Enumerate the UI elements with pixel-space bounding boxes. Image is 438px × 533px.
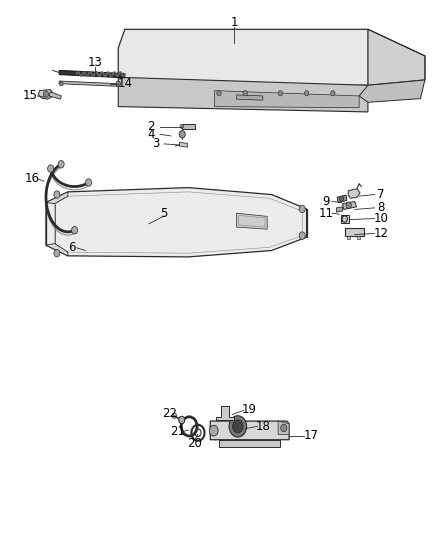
- Text: 5: 5: [161, 207, 168, 220]
- Polygon shape: [336, 207, 343, 212]
- Text: 21: 21: [170, 425, 185, 438]
- Polygon shape: [39, 90, 53, 99]
- Polygon shape: [46, 244, 68, 256]
- Circle shape: [346, 202, 351, 208]
- Circle shape: [116, 81, 120, 86]
- Circle shape: [278, 91, 283, 96]
- Text: 18: 18: [255, 420, 270, 433]
- Circle shape: [180, 124, 184, 128]
- Text: 12: 12: [374, 227, 389, 240]
- Polygon shape: [215, 91, 359, 108]
- Polygon shape: [345, 228, 364, 236]
- Text: 9: 9: [322, 195, 330, 208]
- Polygon shape: [341, 215, 349, 223]
- Polygon shape: [337, 195, 347, 203]
- Polygon shape: [347, 236, 350, 239]
- Polygon shape: [46, 188, 307, 257]
- Text: 11: 11: [319, 207, 334, 220]
- Circle shape: [299, 205, 305, 213]
- Polygon shape: [278, 421, 289, 434]
- Circle shape: [179, 416, 185, 424]
- Polygon shape: [359, 80, 425, 102]
- Text: 6: 6: [68, 241, 76, 254]
- Circle shape: [60, 82, 63, 86]
- Polygon shape: [182, 124, 195, 129]
- Polygon shape: [49, 92, 61, 99]
- Circle shape: [304, 91, 309, 96]
- Polygon shape: [59, 70, 125, 78]
- Circle shape: [331, 91, 335, 96]
- Polygon shape: [46, 192, 68, 204]
- Text: 17: 17: [304, 430, 318, 442]
- Polygon shape: [237, 213, 267, 229]
- Circle shape: [172, 413, 177, 418]
- Circle shape: [243, 91, 247, 96]
- Text: 2: 2: [147, 120, 155, 133]
- Text: 4: 4: [147, 128, 155, 141]
- Circle shape: [48, 165, 54, 172]
- Text: 1: 1: [230, 16, 238, 29]
- Text: 8: 8: [378, 201, 385, 214]
- Polygon shape: [343, 201, 357, 209]
- Polygon shape: [210, 421, 289, 440]
- Polygon shape: [118, 77, 368, 112]
- Text: 19: 19: [241, 403, 256, 416]
- Circle shape: [299, 232, 305, 239]
- Circle shape: [179, 131, 185, 138]
- Polygon shape: [368, 29, 425, 85]
- Text: 3: 3: [152, 138, 159, 150]
- Circle shape: [58, 160, 64, 168]
- Polygon shape: [357, 236, 360, 239]
- Circle shape: [209, 425, 218, 436]
- Text: 20: 20: [187, 437, 202, 450]
- Polygon shape: [216, 406, 234, 420]
- Circle shape: [217, 91, 221, 96]
- Text: 14: 14: [117, 77, 132, 90]
- Circle shape: [54, 249, 60, 257]
- Circle shape: [281, 424, 287, 432]
- Circle shape: [43, 91, 49, 98]
- Text: 22: 22: [162, 407, 177, 419]
- Polygon shape: [219, 440, 280, 447]
- Text: 16: 16: [25, 172, 39, 185]
- Polygon shape: [180, 142, 187, 147]
- Circle shape: [233, 420, 243, 433]
- Polygon shape: [59, 81, 118, 86]
- Circle shape: [85, 179, 92, 186]
- Text: 13: 13: [88, 56, 103, 69]
- Circle shape: [339, 196, 344, 201]
- Polygon shape: [348, 189, 360, 198]
- Circle shape: [229, 416, 247, 437]
- Circle shape: [71, 227, 78, 234]
- Text: 15: 15: [22, 90, 37, 102]
- Polygon shape: [118, 29, 425, 85]
- Circle shape: [54, 191, 60, 198]
- Text: 7: 7: [377, 188, 385, 201]
- Text: 10: 10: [374, 212, 389, 225]
- Polygon shape: [237, 95, 263, 100]
